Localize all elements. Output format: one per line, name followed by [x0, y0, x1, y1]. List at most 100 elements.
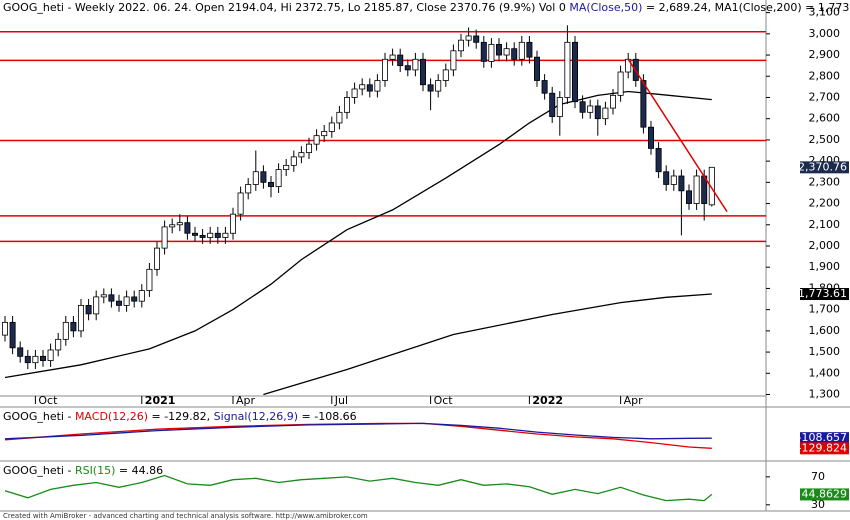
series-line — [4, 422, 712, 449]
trend-line — [627, 58, 728, 213]
x-tick-label: 2021 — [145, 394, 176, 407]
candle-body — [541, 80, 548, 94]
last-value-box — [800, 488, 849, 501]
last-value-box — [800, 288, 849, 301]
candle-body — [245, 184, 252, 194]
candle-body — [435, 80, 442, 92]
candle-body — [343, 97, 350, 113]
candle-body — [313, 135, 320, 145]
header-text: = 1,773.61, — [802, 1, 850, 14]
last-value-box — [800, 432, 849, 445]
candle-body — [648, 126, 655, 149]
candle-body — [252, 171, 259, 185]
candle-body — [427, 84, 434, 92]
candle-body — [404, 65, 411, 71]
y-tick-label: 2,500 — [809, 133, 841, 146]
candle-body — [625, 58, 632, 73]
candle-body — [237, 192, 244, 215]
candle-body — [146, 268, 153, 291]
candle-body — [176, 222, 183, 226]
last-value-label: -108.657 — [798, 431, 847, 444]
candle-body — [374, 80, 381, 92]
y-tick-label: 2,600 — [809, 112, 841, 125]
candle-body — [556, 97, 563, 117]
candle-body — [534, 56, 541, 81]
candle-body — [419, 58, 426, 86]
candle-body — [138, 290, 145, 302]
y-tick-label: 1,400 — [809, 366, 841, 379]
candle-body — [55, 338, 62, 351]
last-value-box — [800, 161, 849, 174]
y-tick-label: 1,300 — [809, 388, 841, 401]
candle-body — [40, 355, 47, 361]
y-tick-label: 3,100 — [809, 6, 841, 19]
y-tick-label: 2,200 — [809, 197, 841, 210]
candle-body — [457, 39, 464, 52]
candle-body — [602, 107, 609, 120]
candle-body — [275, 169, 282, 187]
panel-header: GOOG_heti - Weekly 2022. 06. 24. Open 21… — [3, 1, 850, 14]
candle-body — [199, 234, 206, 238]
candle-body — [549, 92, 556, 117]
candle-body — [450, 50, 457, 71]
y-tick-label: 70 — [811, 470, 825, 483]
candle-body — [610, 94, 617, 109]
candle-body — [2, 321, 8, 336]
candle-body — [70, 321, 77, 332]
last-value-label: 44.8629 — [802, 487, 848, 500]
y-tick-label: 3,000 — [809, 27, 841, 40]
series-line — [263, 293, 712, 396]
candle-body — [222, 232, 229, 238]
candle-body — [321, 131, 328, 137]
y-tick-label: 2,300 — [809, 175, 841, 188]
candle-body — [587, 105, 594, 113]
footer: Created with AmiBroker - advanced charti… — [3, 512, 368, 520]
x-tick-label: Apr — [236, 394, 256, 407]
series-line — [4, 474, 713, 502]
candle-body — [488, 44, 495, 62]
candle-body — [381, 58, 388, 81]
candle-body — [17, 347, 24, 357]
legend-entry: MACD(12,26) — [75, 410, 148, 423]
candle-body — [191, 232, 198, 236]
header-text: GOOG_heti - Weekly 2022. 06. 24. Open 21… — [3, 1, 569, 14]
last-value-box — [800, 442, 849, 455]
candle-body — [579, 101, 586, 113]
y-tick-label: 2,800 — [809, 69, 841, 82]
y-tick-label: 2,100 — [809, 218, 841, 231]
candle-body — [123, 296, 130, 306]
candle-body — [708, 166, 715, 206]
candle-body — [184, 222, 191, 234]
x-tick-label: 2022 — [532, 394, 563, 407]
legend-entry: MA1(Close,200) — [715, 1, 802, 14]
x-tick-label: Oct — [38, 394, 58, 407]
candle-body — [678, 175, 685, 192]
legend-entry: RSI(15) — [75, 464, 115, 477]
header-text: = 44.86 — [115, 464, 163, 477]
candle-body — [85, 305, 92, 315]
candle-body — [389, 54, 396, 60]
candle-body — [47, 349, 54, 361]
candle-body — [397, 54, 404, 67]
candle-body — [617, 71, 624, 96]
candle-body — [336, 111, 343, 124]
panel-header: GOOG_heti - MACD(12,26) = -129.82, Signa… — [3, 410, 357, 423]
candle-body — [564, 41, 571, 98]
candle-body — [62, 321, 69, 340]
y-tick-label: 30 — [811, 498, 825, 511]
candle-body — [305, 143, 312, 154]
candle-body — [24, 355, 31, 364]
candle-body — [267, 181, 274, 187]
header-text: = -108.66 — [298, 410, 357, 423]
candle-body — [290, 156, 297, 166]
x-tick-label: Apr — [624, 394, 644, 407]
series-line — [4, 90, 712, 379]
candle-body — [518, 41, 525, 60]
panel-header: GOOG_heti - RSI(15) = 44.86 — [3, 464, 163, 477]
candle-body — [283, 164, 290, 171]
header-text: = -129.82, — [148, 410, 214, 423]
candle-body — [116, 300, 123, 306]
candle-body — [153, 247, 160, 270]
candle-body — [412, 58, 419, 71]
